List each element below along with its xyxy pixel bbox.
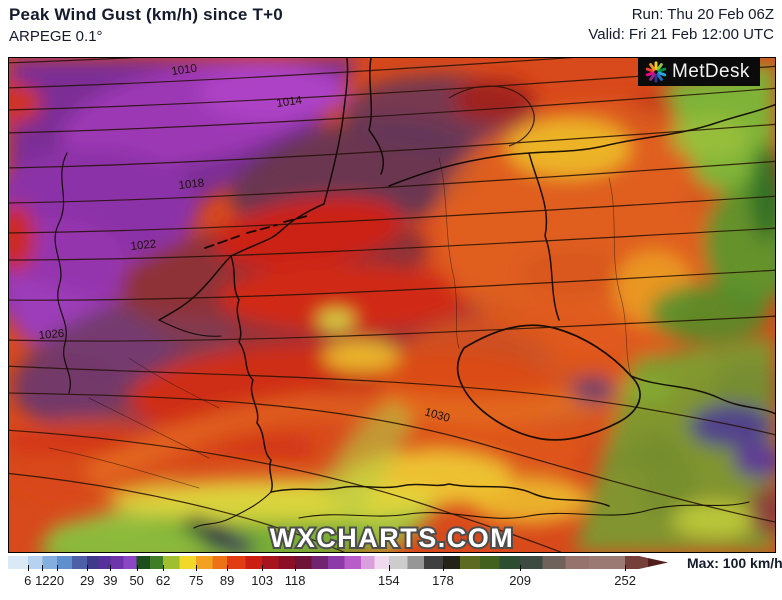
run-label: Run: Thu 20 Feb 06Z [631, 6, 774, 23]
colorbar-tick-label: 103 [251, 573, 273, 588]
valid-label: Valid: Fri 21 Feb 12:00 UTC [588, 26, 774, 43]
metdesk-pinwheel-icon [645, 61, 667, 83]
colorbar-tick-mark [27, 565, 29, 571]
colorbar-gradient [8, 556, 668, 569]
colorbar-tick-mark [442, 565, 444, 571]
colorbar-tick-label: 154 [377, 573, 400, 588]
metdesk-logo-text: MetDesk [672, 61, 750, 82]
isobar-label: 1010 [171, 63, 198, 78]
colorbar-tick-label: 39 [103, 573, 118, 588]
watermark: WXCHARTS.COM [270, 523, 514, 552]
country-borders-layer [48, 58, 775, 529]
colorbar-tick-mark [42, 565, 44, 571]
isobar-lines-layer [9, 58, 775, 552]
isobar-label: 1018 [178, 177, 205, 192]
colorbar-tick-label: 20 [49, 573, 65, 588]
colorbar-tick-label: 29 [79, 573, 95, 588]
colorbar-tick-label: 50 [129, 573, 144, 588]
colorbar-tick-label: 209 [509, 573, 532, 588]
isobar-label: 1022 [130, 238, 157, 253]
colorbar-tick-mark [136, 565, 138, 571]
colorbar-tick-label: 252 [614, 573, 636, 588]
colorbar-tick-label: 62 [155, 573, 171, 588]
isobar-label: 1026 [38, 328, 65, 342]
weather-map: 1010 1014 1018 1022 1026 1030 WXCHARTS.COM [8, 57, 776, 553]
colorbar-tick-mark [163, 565, 165, 571]
metdesk-logo: MetDesk [638, 58, 760, 86]
colorbar-tick-mark [388, 565, 390, 571]
colorbar-tick-label: 6 [24, 573, 32, 588]
colorbar-ticks: 6 12 20 29 39 50 62 75 89 103 118 154 178 209 252 [8, 556, 668, 596]
colorbar-tick-mark [196, 565, 198, 571]
colorbar-tick-mark [227, 565, 229, 571]
model-subtitle: ARPEGE 0.1° [9, 28, 103, 45]
colorbar-tick-mark [110, 565, 112, 571]
colorbar-tick-mark [295, 565, 297, 571]
colorbar-legend: 6 12 20 29 39 50 62 75 89 103 118 154 178 209 252 Max:… [8, 555, 782, 596]
run-valid-info: Run: Thu 20 Feb 06Z Valid: Fri 21 Feb 12… [588, 5, 774, 45]
colorbar-tick-mark [56, 565, 58, 571]
colorbar-tick-mark [625, 565, 627, 571]
colorbar-tick-label: 178 [432, 573, 454, 588]
max-gust-label: Max: 100 km/h [687, 555, 782, 571]
colorbar-tick-mark [262, 565, 264, 571]
colorbar-tick-label: 12 [35, 573, 50, 588]
colorbar-tick-label: 118 [284, 573, 306, 588]
gust-field-layer [9, 58, 775, 552]
colorbar-tick-label: 89 [219, 573, 235, 588]
isobar-label: 1014 [276, 94, 304, 110]
colorbar-tick-mark [87, 565, 89, 571]
colorbar-tick-mark [520, 565, 522, 571]
colorbar-tick-label: 75 [188, 573, 204, 588]
page-title: Peak Wind Gust (km/h) since T+0 [9, 5, 283, 24]
